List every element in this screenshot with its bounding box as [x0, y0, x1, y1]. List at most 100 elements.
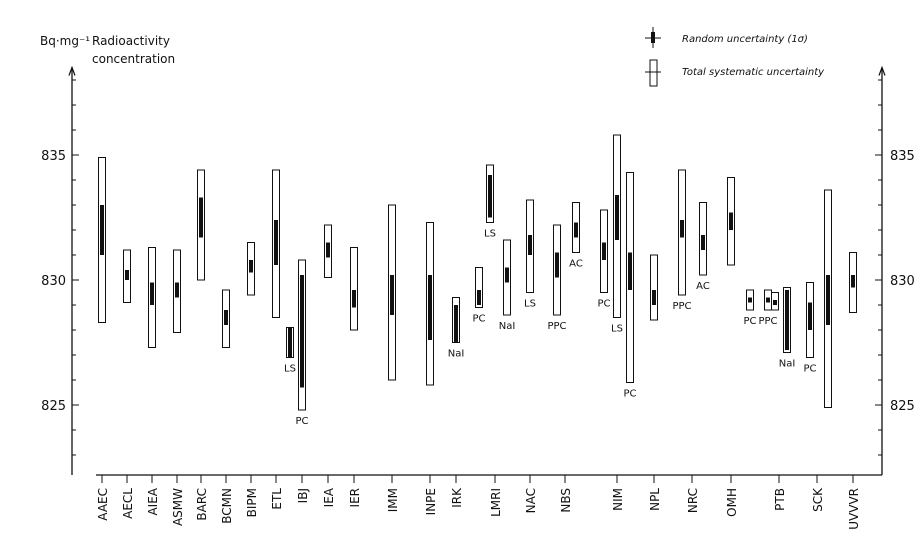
measurement-lmri-pc: PC — [472, 267, 486, 325]
lab-label-aiea: AIEA — [146, 487, 160, 515]
measurement-aiea — [148, 247, 156, 348]
method-label: PPC — [672, 301, 691, 312]
y-tick-label-left: 830 — [41, 274, 66, 289]
title-group: Bq·mg⁻¹ Radioactivity concentration — [40, 34, 175, 66]
random-uncertainty-bar — [224, 310, 228, 325]
measurement-bcmn — [222, 289, 230, 348]
axes: 825 825 830 830 835 835 — [41, 65, 915, 483]
method-label: LS — [484, 229, 496, 240]
random-uncertainty-bar — [125, 270, 129, 280]
measurement-nac-ls: LS — [524, 199, 536, 310]
measurement-ptb — [771, 292, 779, 311]
measurement-bipm — [247, 242, 255, 296]
measurement-ibj-ls: LS — [284, 327, 296, 375]
measurement-etl — [272, 169, 280, 318]
method-label: LS — [524, 299, 536, 310]
systematic-uncertainty-bar — [650, 254, 658, 321]
lab-label-nim: NIM — [611, 488, 625, 511]
legend-systematic-label: Total systematic uncertainty — [682, 67, 825, 78]
measurement-uvvvr — [849, 252, 857, 313]
method-label: PC — [743, 316, 756, 327]
method-label: NaI — [448, 349, 465, 360]
lab-label-npl: NPL — [648, 488, 662, 511]
category-labels: AAEC AECL AIEA ASMW BARC BCMN BIPM ETL IBJ IEA IER… — [96, 487, 861, 530]
y-tick-label-right: 825 — [890, 399, 915, 414]
measurement-nrc-ac: AC — [696, 202, 710, 292]
method-label: PC — [295, 416, 308, 427]
method-label: PC — [597, 299, 610, 310]
measurement-aecl — [123, 249, 131, 303]
measurement-nim-ls: LS — [611, 134, 623, 335]
measurement-ier — [350, 247, 358, 331]
measurement-iea — [324, 224, 332, 278]
lab-label-irk: IRK — [450, 487, 464, 508]
random-uncertainty-bar — [199, 197, 203, 238]
method-label: PC — [803, 364, 816, 375]
measurement-sck-pc: PC — [803, 282, 817, 375]
random-uncertainty-bar — [826, 275, 830, 325]
random-uncertainty-bar — [729, 212, 733, 230]
measurement-lmri-ls: LS — [484, 164, 496, 240]
measurement-npl — [650, 254, 658, 321]
method-label: NaI — [779, 359, 796, 370]
measurement-ptb-pc: PC — [743, 289, 757, 327]
lab-label-etl: ETL — [270, 488, 284, 510]
measurement-imm — [388, 204, 396, 381]
y-tick-label-left: 835 — [41, 149, 66, 164]
random-uncertainty-bar — [505, 267, 509, 283]
measurement-sck — [824, 189, 832, 408]
random-uncertainty-bar — [477, 290, 481, 305]
measurement-inpe — [426, 222, 434, 386]
lab-label-lmri: LMRI — [489, 488, 503, 517]
lab-label-asmw: ASMW — [171, 488, 185, 526]
random-uncertainty-bar — [628, 252, 632, 290]
random-uncertainty-bar — [175, 282, 179, 298]
random-uncertainty-bar — [851, 275, 855, 288]
random-uncertainty-bar — [808, 302, 812, 330]
legend-random-label: Random uncertainty (1σ) — [682, 34, 808, 45]
method-label: PPC — [758, 316, 777, 327]
lab-label-bipm: BIPM — [245, 488, 259, 517]
method-label: LS — [284, 364, 296, 375]
random-uncertainty-bar — [785, 290, 789, 350]
method-label: NaI — [499, 321, 516, 332]
measurement-nrc-ppc: PPC — [672, 169, 692, 312]
measurement-nim-pc: PC — [623, 172, 637, 400]
lab-label-bcmn: BCMN — [220, 488, 234, 524]
random-uncertainty-bar — [326, 242, 330, 258]
y-tick-label-right: 835 — [890, 149, 915, 164]
chart-title-line-2: concentration — [92, 52, 175, 66]
lab-label-barc: BARC — [195, 488, 209, 521]
lab-label-sck: SCK — [811, 487, 825, 512]
random-uncertainty-bar — [602, 242, 606, 260]
random-uncertainty-bar — [488, 175, 492, 218]
measurement-nbs-ac: AC — [569, 202, 583, 270]
method-label: AC — [569, 259, 583, 270]
random-uncertainty-bar — [555, 252, 559, 278]
random-uncertainty-bar — [274, 220, 278, 265]
measurement-ibj-pc: PC — [295, 259, 309, 427]
chart-title-line-1: Radioactivity — [92, 34, 170, 48]
random-uncertainty-bar — [249, 260, 253, 273]
measurement-irk-nai: NaI — [448, 297, 465, 360]
measurement-lmri-nai: NaI — [499, 239, 516, 332]
lab-label-ier: IER — [348, 488, 362, 507]
random-uncertainty-bar — [428, 275, 432, 340]
measurement-nim-pc: PC — [597, 209, 611, 310]
random-uncertainty-bar — [288, 327, 292, 358]
legend: Random uncertainty (1σ) Total systematic… — [645, 27, 825, 87]
random-uncertainty-bar — [574, 222, 578, 238]
measurement-omh — [727, 177, 735, 266]
lab-label-nrc: NRC — [686, 488, 700, 513]
random-uncertainty-bar — [680, 220, 684, 238]
method-label: PPC — [547, 321, 566, 332]
random-uncertainty-bar — [100, 205, 104, 255]
lab-label-imm: IMM — [386, 488, 400, 512]
y-axis-right-arrow — [878, 65, 886, 76]
measurement-ptb-nai: NaI — [779, 287, 796, 370]
random-uncertainty-bar — [773, 300, 777, 305]
random-uncertainty-bar — [352, 290, 356, 308]
random-uncertainty-bar — [652, 290, 656, 305]
